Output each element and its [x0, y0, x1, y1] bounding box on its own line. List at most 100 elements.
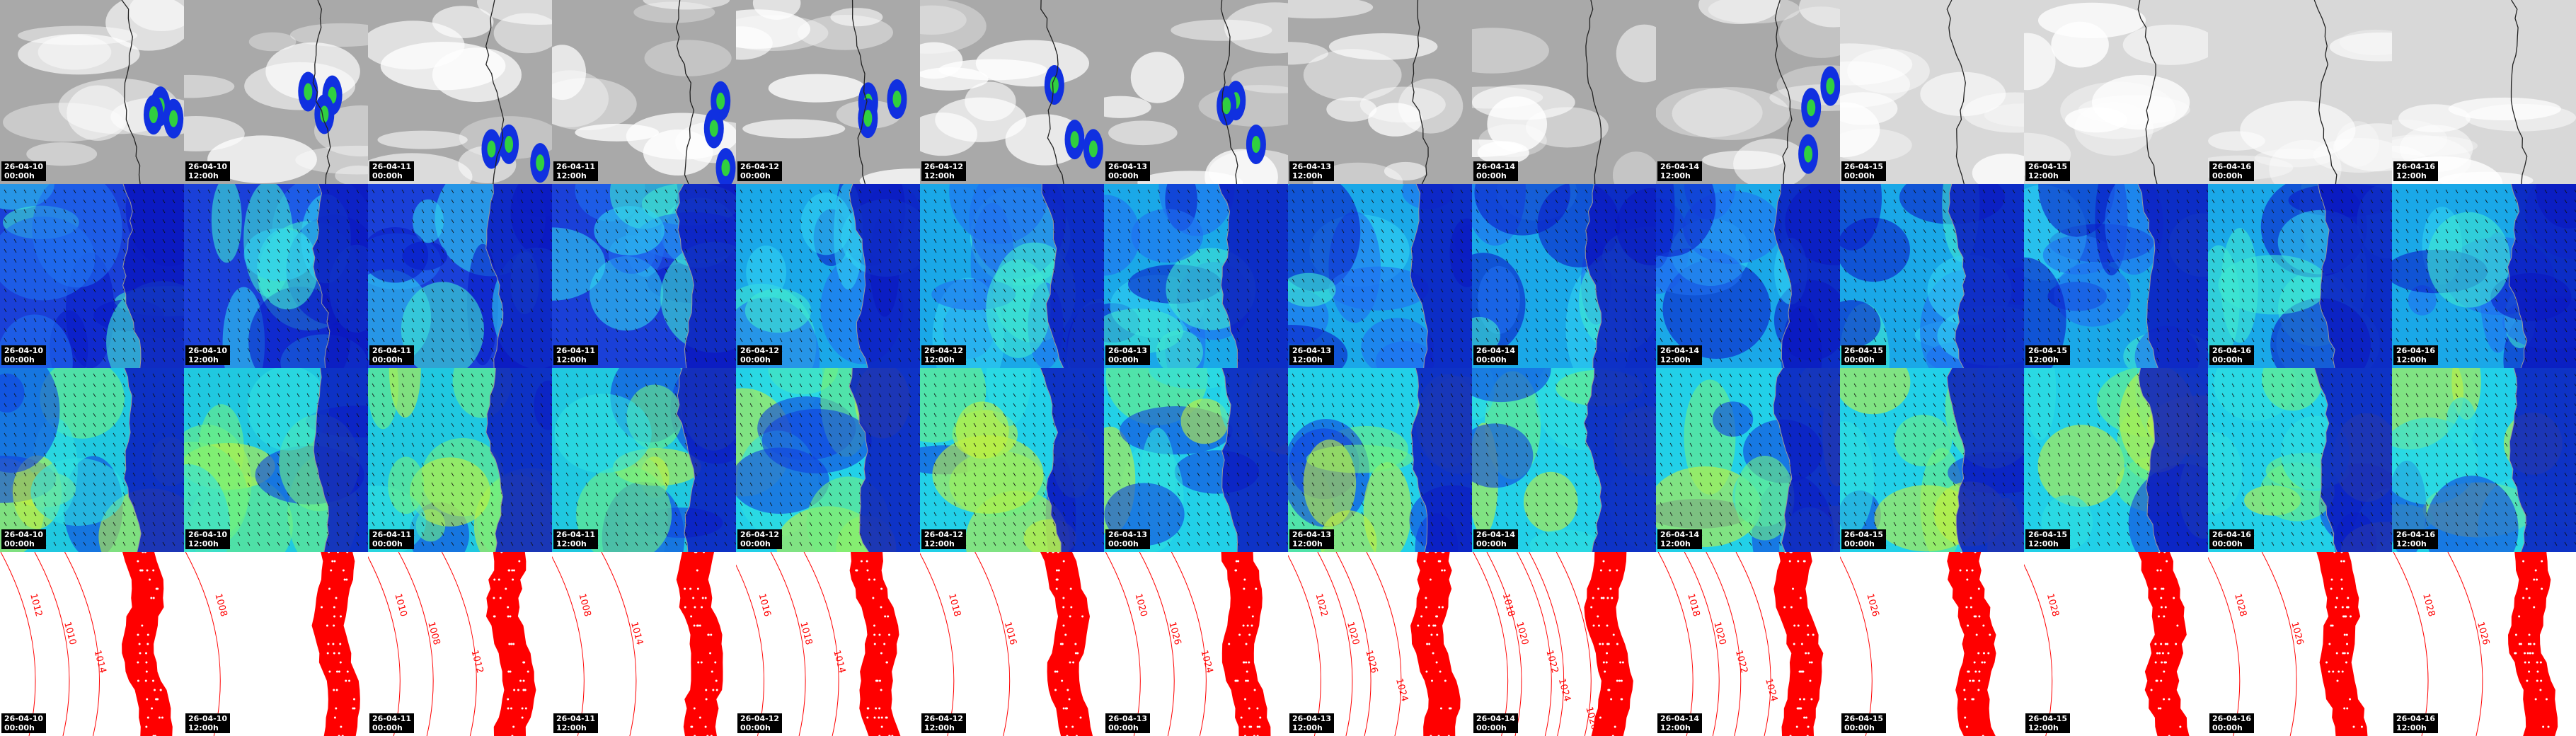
wind-arrow [625, 413, 628, 418]
wind-arrow [227, 199, 231, 204]
coastline [675, 184, 694, 368]
wind-arrow [530, 318, 534, 323]
wind-arrow [1072, 199, 1076, 204]
wind-arrow [356, 512, 360, 517]
wind-arrow [316, 199, 320, 204]
wind-arrow [645, 258, 648, 263]
wind-arrow [356, 347, 360, 352]
wind-arrow [963, 472, 967, 477]
wind-arrow [520, 219, 524, 224]
wind-arrow [346, 541, 350, 546]
wind-arrow [908, 482, 912, 487]
wind-arrow [346, 347, 350, 352]
wind-arrow [93, 229, 96, 234]
land-detail [138, 643, 141, 645]
land [485, 368, 552, 552]
land-detail [1069, 587, 1072, 590]
wind-arrow [858, 432, 862, 437]
wind-arrow [665, 209, 668, 214]
cloud [742, 119, 846, 139]
wind-arrow [207, 199, 211, 204]
wind-arrow [973, 403, 977, 408]
wind-arrow [714, 308, 718, 313]
wind-arrow [1003, 413, 1006, 418]
land-detail [1064, 633, 1067, 636]
wind-arrow [704, 403, 708, 408]
wind-arrow [63, 522, 67, 527]
wind-arrow [4, 278, 7, 283]
coastline [851, 0, 868, 184]
wind-arrow [1167, 189, 1171, 194]
wind-arrow [645, 318, 648, 323]
wind-arrow [267, 462, 270, 467]
wind-arrow [217, 393, 221, 398]
wind-arrow [1052, 209, 1056, 214]
wind-arrow [1033, 288, 1036, 293]
wind-arrow [510, 338, 514, 343]
wind-arrow [704, 432, 708, 437]
land-detail [1066, 689, 1069, 691]
wind-arrow [83, 531, 86, 536]
wind-arrow [849, 403, 852, 408]
coastline [485, 368, 503, 552]
wind-arrow [983, 393, 987, 398]
wind-arrow [326, 472, 330, 477]
wind-arrow [510, 219, 514, 224]
wind-arrow [1256, 248, 1260, 253]
wind-arrow [625, 248, 628, 253]
wind-arrow [684, 403, 688, 408]
wind-arrow [550, 393, 552, 397]
wind-arrow [421, 512, 425, 517]
wind-arrow [1023, 288, 1026, 293]
wind-arrow [1013, 482, 1016, 487]
land-detail [884, 615, 887, 618]
wind-arrow [1256, 238, 1260, 243]
wind-arrow [963, 452, 967, 457]
wind-arrow [13, 442, 17, 447]
wind-arrow [779, 413, 783, 418]
land-detail [1071, 725, 1074, 728]
wind-arrow [1108, 229, 1111, 234]
wind-arrow [461, 531, 464, 536]
wind-arrow [43, 472, 47, 477]
wind-arrow [391, 288, 395, 293]
wind-arrow [481, 318, 484, 323]
land-detail [522, 679, 525, 682]
wind-arrow [326, 492, 330, 497]
wind-arrow [908, 512, 912, 517]
wind-arrow [740, 482, 743, 487]
wind-arrow [839, 189, 842, 194]
land-detail [523, 661, 526, 664]
wind-arrow [973, 328, 977, 333]
wind-arrow [257, 347, 260, 352]
land-detail [715, 689, 718, 691]
wind-arrow [724, 482, 728, 487]
wind-arrow [704, 278, 708, 283]
wind-arrow [441, 383, 444, 388]
wind-arrow [1042, 357, 1046, 362]
wind-arrow [1003, 357, 1006, 362]
wind-arrow [1033, 298, 1036, 303]
wind-arrow [381, 268, 385, 273]
wind-arrow [490, 393, 494, 398]
land-detail [880, 689, 882, 691]
wind-arrow [23, 268, 27, 273]
wind-arrow [694, 248, 698, 253]
wind-arrow [714, 502, 718, 507]
wind-arrow [53, 472, 57, 477]
wind-arrow [674, 347, 678, 352]
wind-arrow [1246, 248, 1250, 253]
wind-arrow [63, 238, 67, 243]
wind-arrow [4, 318, 7, 323]
wind-arrow [645, 288, 648, 293]
wind-arrow [481, 229, 484, 234]
wind-arrow [356, 462, 360, 467]
wind-arrow [1062, 338, 1066, 343]
wind-arrow [1092, 209, 1096, 214]
wind-arrow [1187, 229, 1190, 234]
wind-arrow [1187, 189, 1190, 194]
wind-arrow [287, 229, 290, 234]
wind-arrow [162, 541, 166, 546]
wind-arrow [63, 422, 67, 427]
wind-arrow [441, 248, 444, 253]
